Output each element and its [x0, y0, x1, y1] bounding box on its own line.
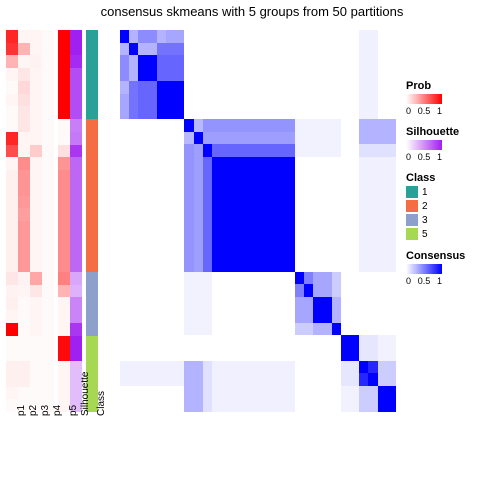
legend-panel: Prob00.51Silhouette00.51Class1235Consens… [406, 80, 465, 296]
legend-title-class: Class [406, 172, 465, 184]
legend-title-silhouette: Silhouette [406, 126, 465, 138]
anno-label-Class: Class [96, 391, 107, 416]
anno-col-p4 [42, 30, 54, 412]
anno-label-p4: p4 [52, 405, 63, 416]
chart-title: consensus skmeans with 5 groups from 50 … [0, 4, 504, 19]
legend-class-1: 1 [406, 186, 465, 198]
anno-label-p2: p2 [28, 405, 39, 416]
anno-label-p5: p5 [68, 405, 79, 416]
anno-col-Class [86, 30, 98, 412]
anno-col-Silhouette [70, 30, 82, 412]
legend-class-2: 2 [406, 200, 465, 212]
anno-label-p3: p3 [40, 405, 51, 416]
legend-ramp-prob [406, 94, 442, 104]
legend-title-consensus: Consensus [406, 250, 465, 262]
anno-col-p3 [30, 30, 42, 412]
legend-class-5: 5 [406, 228, 465, 240]
annotation-columns [6, 30, 102, 412]
anno-col-p1 [6, 30, 18, 412]
legend-class-3: 3 [406, 214, 465, 226]
consensus-heatmap [120, 30, 396, 412]
legend-title-prob: Prob [406, 80, 465, 92]
legend-ramp-silhouette [406, 140, 442, 150]
anno-col-p2 [18, 30, 30, 412]
legend-ramp-consensus [406, 264, 442, 274]
anno-col-p5 [58, 30, 70, 412]
anno-label-Silhouette: Silhouette [80, 372, 91, 416]
anno-label-p1: p1 [16, 405, 27, 416]
